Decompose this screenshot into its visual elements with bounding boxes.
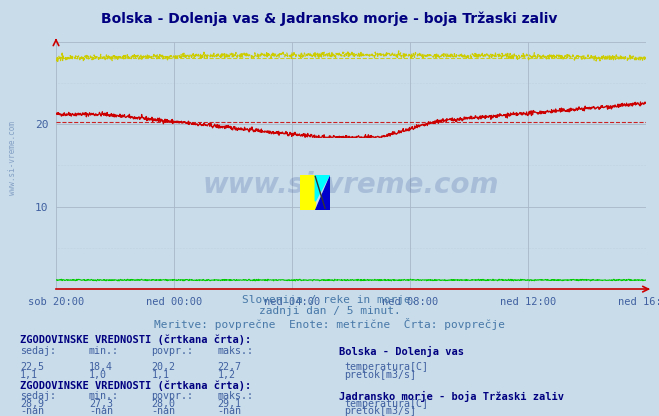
Text: sedaj:: sedaj:	[20, 346, 56, 356]
Text: Meritve: povprečne  Enote: metrične  Črta: povprečje: Meritve: povprečne Enote: metrične Črta:…	[154, 318, 505, 330]
Text: pretok[m3/s]: pretok[m3/s]	[344, 370, 416, 380]
Text: 29,1: 29,1	[217, 399, 241, 409]
Text: -nan: -nan	[20, 406, 43, 416]
Text: Bolska - Dolenja vas: Bolska - Dolenja vas	[339, 346, 465, 357]
Text: 1,1: 1,1	[20, 370, 38, 380]
Polygon shape	[315, 175, 330, 201]
Text: min.:: min.:	[89, 391, 119, 401]
Text: pretok[m3/s]: pretok[m3/s]	[344, 406, 416, 416]
Text: povpr.:: povpr.:	[152, 346, 194, 356]
Text: maks.:: maks.:	[217, 346, 254, 356]
Text: -nan: -nan	[152, 406, 175, 416]
Text: ZGODOVINSKE VREDNOSTI (črtkana črta):: ZGODOVINSKE VREDNOSTI (črtkana črta):	[20, 381, 251, 391]
Text: 22,5: 22,5	[20, 362, 43, 372]
Text: zadnji dan / 5 minut.: zadnji dan / 5 minut.	[258, 306, 401, 316]
Bar	[300, 175, 315, 210]
Text: Bolska - Dolenja vas & Jadransko morje - boja Tržaski zaliv: Bolska - Dolenja vas & Jadransko morje -…	[101, 11, 558, 25]
Text: povpr.:: povpr.:	[152, 391, 194, 401]
Text: www.si-vreme.com: www.si-vreme.com	[203, 171, 499, 199]
Text: 28,9: 28,9	[20, 399, 43, 409]
Text: 18,4: 18,4	[89, 362, 113, 372]
Text: 1,0: 1,0	[89, 370, 107, 380]
Text: 20,2: 20,2	[152, 362, 175, 372]
Text: 1,2: 1,2	[217, 370, 235, 380]
Text: ZGODOVINSKE VREDNOSTI (črtkana črta):: ZGODOVINSKE VREDNOSTI (črtkana črta):	[20, 335, 251, 345]
Text: sedaj:: sedaj:	[20, 391, 56, 401]
Polygon shape	[315, 175, 330, 210]
Text: 22,7: 22,7	[217, 362, 241, 372]
Text: 1,1: 1,1	[152, 370, 169, 380]
Text: 28,0: 28,0	[152, 399, 175, 409]
Text: maks.:: maks.:	[217, 391, 254, 401]
Text: www.si-vreme.com: www.si-vreme.com	[8, 121, 17, 195]
Text: 27,3: 27,3	[89, 399, 113, 409]
Text: Slovenija / reke in morje.: Slovenija / reke in morje.	[242, 295, 417, 305]
Text: -nan: -nan	[217, 406, 241, 416]
Text: temperatura[C]: temperatura[C]	[344, 399, 428, 409]
Text: temperatura[C]: temperatura[C]	[344, 362, 428, 372]
Text: -nan: -nan	[89, 406, 113, 416]
Text: min.:: min.:	[89, 346, 119, 356]
Text: Jadransko morje - boja Tržaski zaliv: Jadransko morje - boja Tržaski zaliv	[339, 391, 564, 402]
